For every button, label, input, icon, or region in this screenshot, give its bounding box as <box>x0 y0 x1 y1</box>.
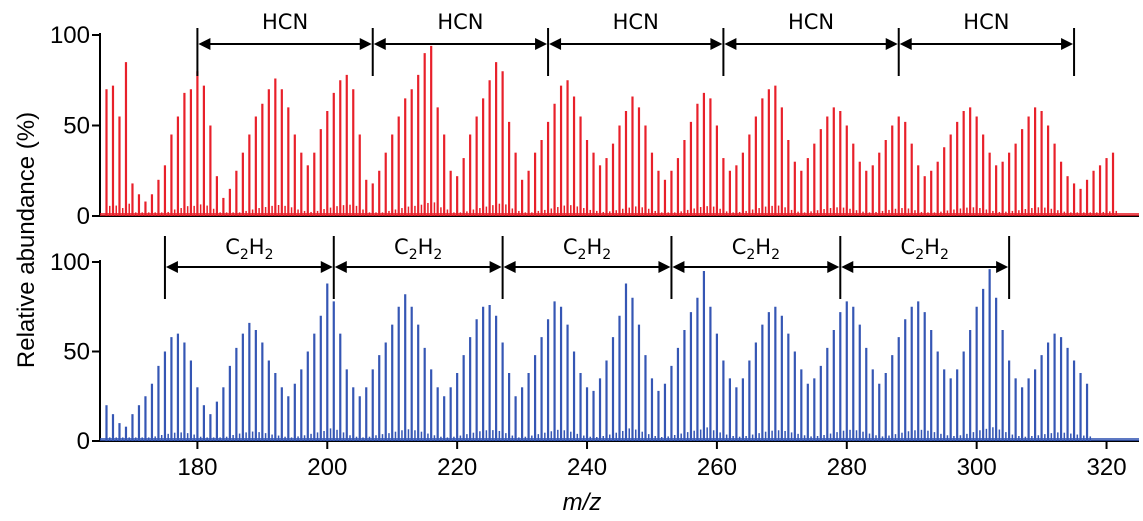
x-tick-label: 260 <box>697 454 737 481</box>
bottom-arrow-head-right <box>489 261 502 273</box>
x-tick-label: 180 <box>177 454 217 481</box>
top-arrow-head-right <box>885 38 898 50</box>
top-arrow-head-left <box>724 38 737 50</box>
top-arrow-head-right <box>1061 38 1074 50</box>
top-y-tick-label: 100 <box>50 22 90 49</box>
top-annotation-label: HCN <box>788 10 834 34</box>
x-tick-label: 280 <box>827 454 867 481</box>
x-axis-title: m/z <box>563 489 602 516</box>
top-arrow-head-left <box>373 38 386 50</box>
bottom-arrow-head-left <box>334 261 347 273</box>
bottom-arrow-head-right <box>996 261 1009 273</box>
bottom-arrow-head-left <box>672 261 685 273</box>
bottom-arrow-head-left <box>165 261 178 273</box>
bottom-arrow-head-right <box>658 261 671 273</box>
top-annotation-label: HCN <box>613 10 659 34</box>
bottom-annotation-label: C2H2 <box>901 235 949 263</box>
top-arrow-head-right <box>359 38 372 50</box>
bottom-y-tick-label: 50 <box>63 339 90 366</box>
top-y-tick-label: 50 <box>63 113 90 140</box>
bottom-arrow-head-right <box>827 261 840 273</box>
bottom-arrow-head-left <box>841 261 854 273</box>
top-annotation-label: HCN <box>963 10 1009 34</box>
x-tick-label: 300 <box>957 454 997 481</box>
top-annotation-label: HCN <box>437 10 483 34</box>
y-axis-title: Relative abundance (%) <box>13 112 40 368</box>
x-tick-label: 200 <box>307 454 347 481</box>
x-tick-label: 320 <box>1087 454 1127 481</box>
top-arrow-head-right <box>710 38 723 50</box>
bottom-y-tick-label: 0 <box>77 428 90 455</box>
bottom-annotation-label: C2H2 <box>225 235 273 263</box>
bottom-arrow-head-right <box>320 261 333 273</box>
bottom-arrow-head-left <box>503 261 516 273</box>
top-annotation-label: HCN <box>262 10 308 34</box>
top-arrow-head-left <box>549 38 562 50</box>
top-arrow-head-right <box>535 38 548 50</box>
bottom-annotation-label: C2H2 <box>563 235 611 263</box>
bottom-y-tick-label: 100 <box>50 249 90 276</box>
top-arrow-head-left <box>198 38 211 50</box>
x-tick-label: 240 <box>567 454 607 481</box>
bottom-annotation-label: C2H2 <box>394 235 442 263</box>
top-y-tick-label: 0 <box>77 203 90 230</box>
bottom-annotation-label: C2H2 <box>732 235 780 263</box>
x-tick-label: 220 <box>437 454 477 481</box>
top-arrow-head-left <box>899 38 912 50</box>
